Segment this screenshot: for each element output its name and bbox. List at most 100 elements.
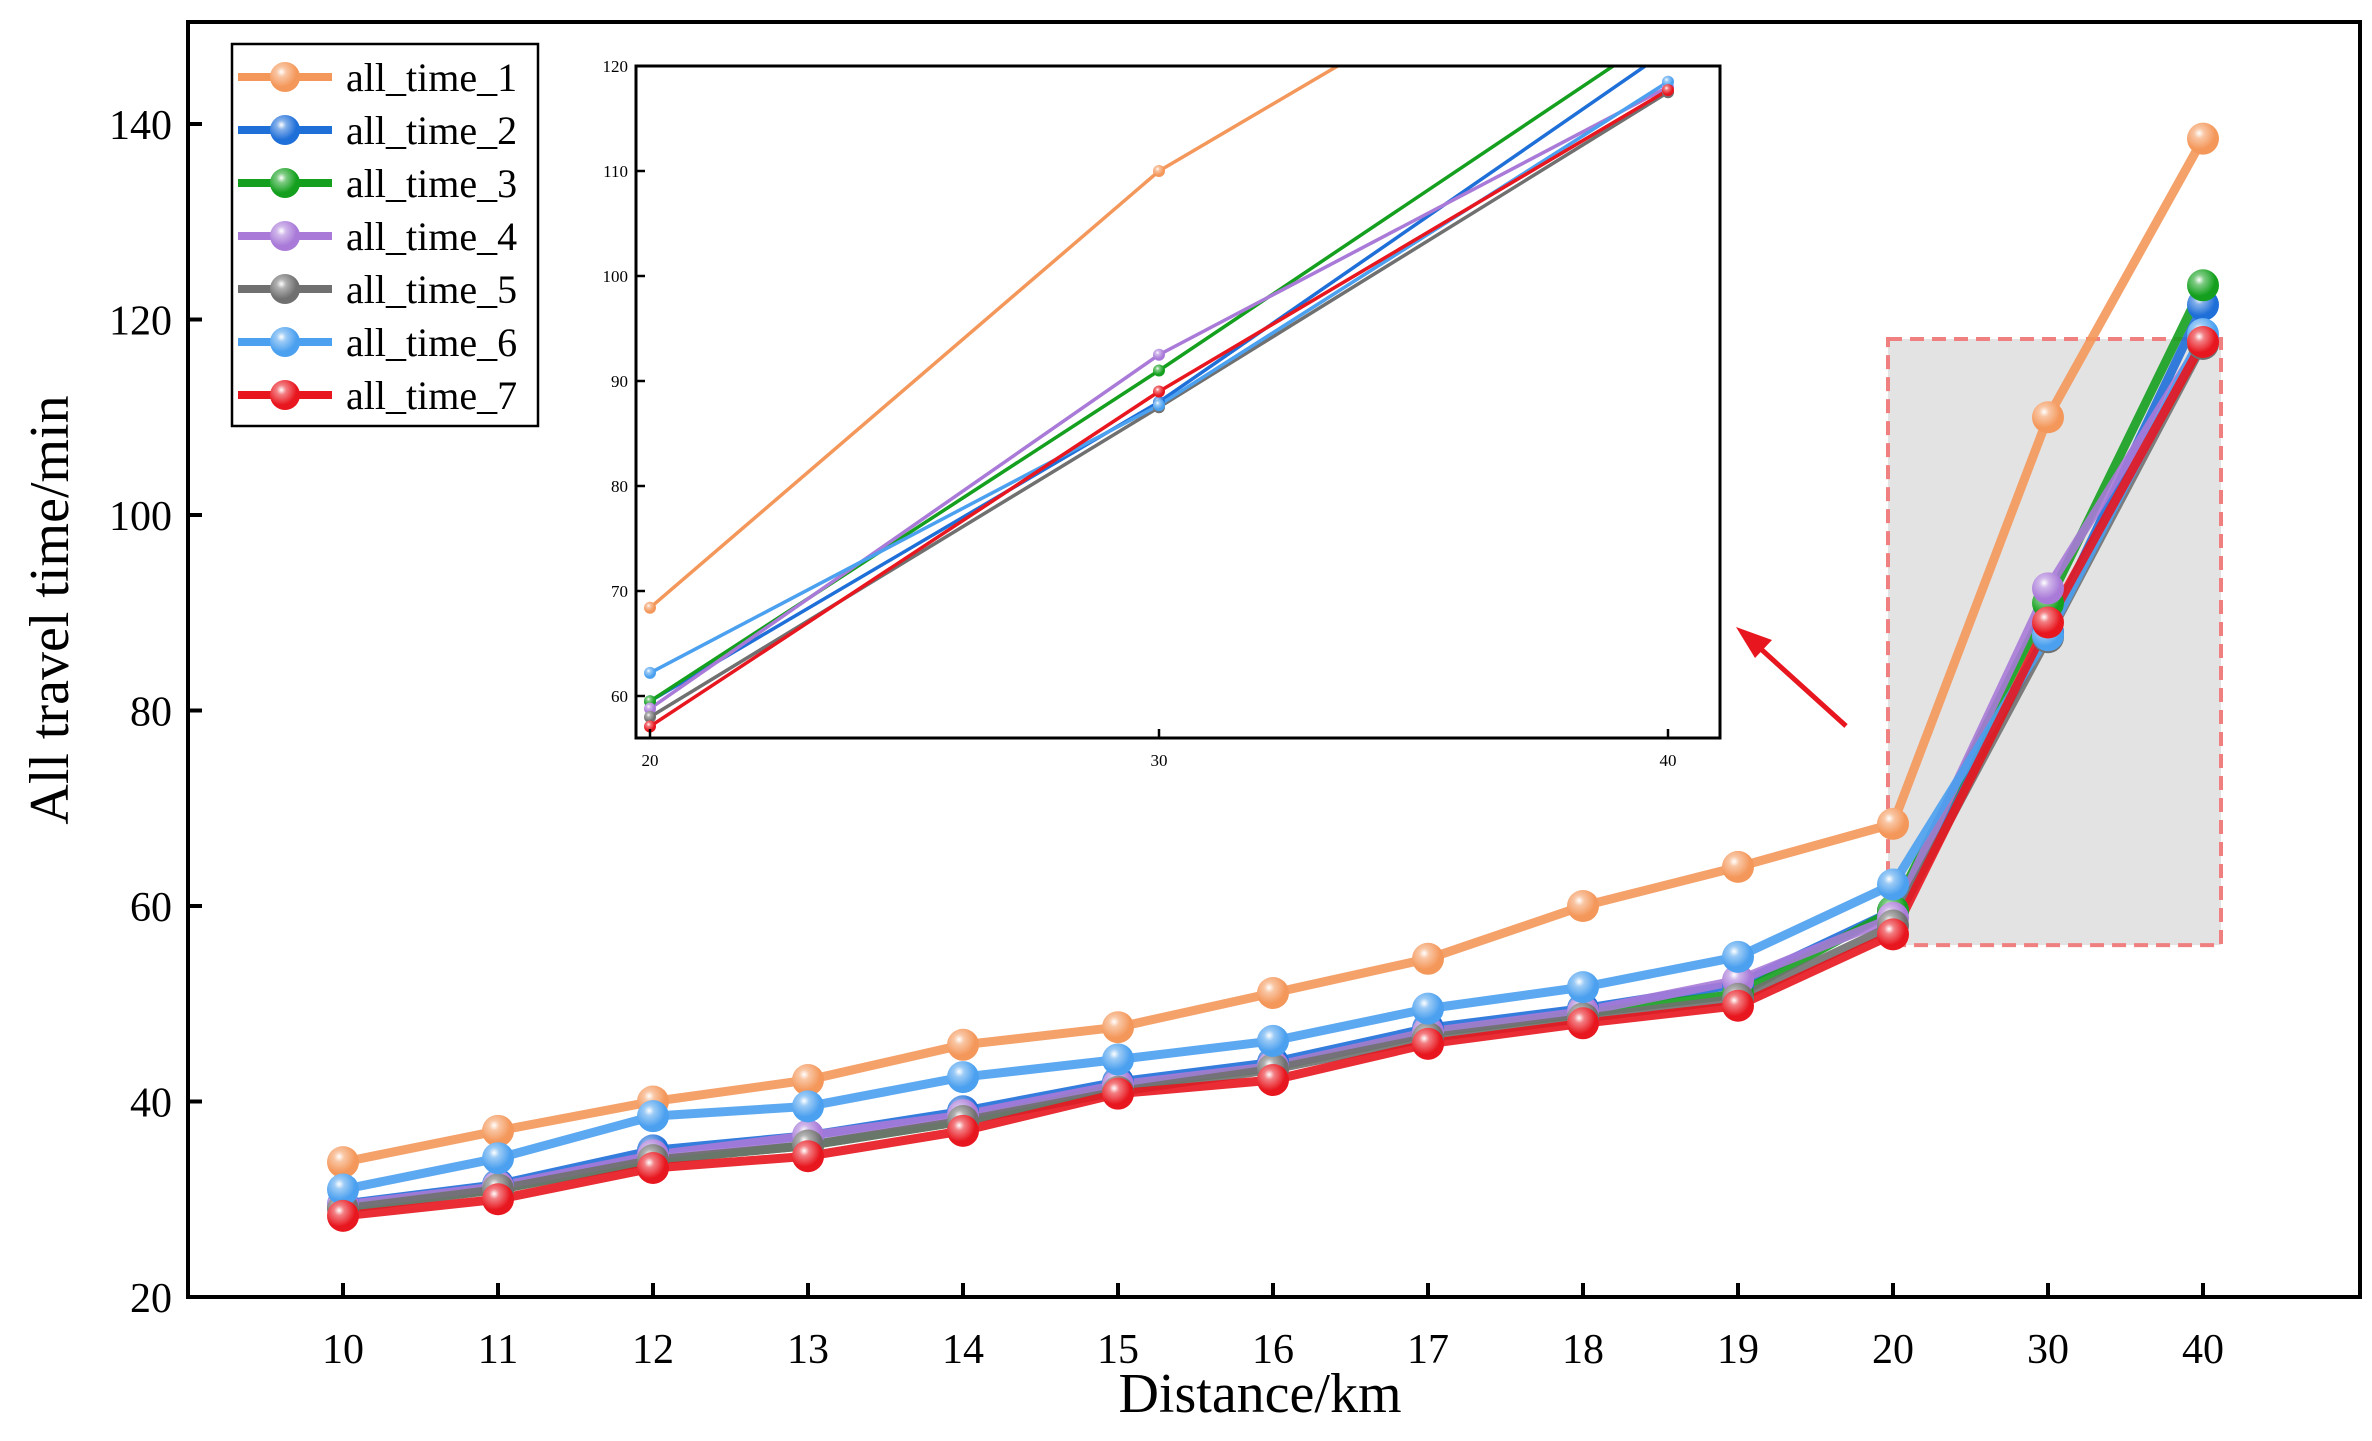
data-point-all_time_1-30 (2032, 401, 2064, 434)
zoom-arrow-shaft (1760, 648, 1848, 728)
inset-point-all_time_4-20 (644, 702, 656, 715)
data-point-all_time_6-10 (327, 1173, 359, 1206)
inset-background (636, 66, 1720, 738)
data-point-all_time_6-20 (1877, 868, 1909, 901)
data-point-all_time_7-40 (2187, 325, 2219, 358)
legend-label-all_time_3: all_time_3 (346, 161, 517, 206)
inset-plot-area: 60 70 80 90 100 110 120 20 30 40 (603, 23, 1848, 770)
inset-y-tick-label: 60 (611, 687, 628, 706)
data-point-all_time_6-15 (1102, 1043, 1134, 1076)
data-point-all_time_7-18 (1567, 1007, 1599, 1040)
x-tick-label: 16 (1252, 1327, 1294, 1373)
data-point-all_time_1-16 (1257, 976, 1289, 1009)
x-tick-label: 13 (787, 1327, 829, 1373)
inset-point-all_time_3-40 (1662, 23, 1674, 35)
inset-point-all_time_6-40 (1662, 75, 1674, 88)
data-point-all_time_6-18 (1567, 971, 1599, 1004)
data-point-all_time_1-10 (327, 1146, 359, 1179)
legend-label-all_time_2: all_time_2 (346, 108, 517, 153)
data-point-all_time_6-12 (637, 1100, 669, 1133)
x-tick-label: 40 (2182, 1327, 2224, 1373)
y-tick-label: 140 (109, 103, 172, 149)
y-tick-label: 120 (109, 299, 172, 345)
legend-marker-all_time_5 (270, 274, 300, 304)
legend-marker-all_time_2 (270, 115, 300, 145)
data-point-all_time_7-12 (637, 1151, 669, 1184)
data-point-all_time_7-20 (1877, 918, 1909, 951)
y-tick-label: 40 (130, 1081, 172, 1127)
x-tick-label: 14 (942, 1327, 984, 1373)
legend-marker-all_time_3 (270, 168, 300, 198)
data-point-all_time_1-20 (1877, 807, 1909, 840)
inset-y-tick-label: 70 (611, 582, 628, 601)
inset-point-all_time_7-20 (644, 720, 656, 733)
x-tick-label: 11 (478, 1327, 518, 1373)
inset-point-all_time_6-20 (644, 666, 656, 679)
data-point-all_time_6-17 (1412, 992, 1444, 1025)
inset-point-all_time_7-30 (1153, 385, 1165, 398)
inset-y-tick-label: 120 (603, 57, 629, 76)
legend-marker-all_time_1 (270, 62, 300, 92)
main-plot-area: 20 40 60 80 100 120 140 10 11 12 13 14 15 16 17 18 19 20 3… (109, 20, 2362, 1373)
inset-y-tick-label: 100 (603, 267, 629, 286)
inset-point-all_time_1-20 (644, 601, 656, 614)
legend-label-all_time_5: all_time_5 (346, 267, 517, 312)
legend-label-all_time_6: all_time_6 (346, 320, 517, 365)
inset-point-all_time_3-30 (1153, 364, 1165, 377)
inset-x-tick-label: 20 (642, 751, 659, 770)
data-point-all_time_1-19 (1722, 850, 1754, 883)
y-tick-label: 20 (130, 1276, 172, 1322)
inset-point-all_time_5-20 (644, 711, 656, 723)
y-axis-label: All travel time/min (19, 395, 81, 824)
data-point-all_time_1-40 (2187, 122, 2219, 155)
x-tick-label: 17 (1407, 1327, 1449, 1373)
legend-label-all_time_1: all_time_1 (346, 55, 517, 100)
inset-x-tick-label: 40 (1660, 751, 1677, 770)
y-tick-label: 100 (109, 494, 172, 540)
y-tick-label: 80 (130, 690, 172, 736)
zoom-arrow-head (1736, 627, 1772, 658)
data-point-all_time_7-30 (2032, 606, 2064, 639)
x-tick-label: 18 (1562, 1327, 1604, 1373)
legend-marker-all_time_6 (270, 327, 300, 357)
data-point-all_time_4-30 (2032, 572, 2064, 605)
inset-x-tick-label: 30 (1151, 751, 1168, 770)
x-tick-label: 20 (1872, 1327, 1914, 1373)
data-point-all_time_7-13 (792, 1140, 824, 1173)
data-point-all_time_1-11 (482, 1114, 514, 1147)
legend: all_time_1 all_time_2 all_time_3 all_time_4… (230, 42, 540, 428)
inset-point-all_time_2-40 (1662, 44, 1674, 56)
x-tick-label: 10 (322, 1327, 364, 1373)
inset-y-tick-label: 110 (603, 162, 628, 181)
data-point-all_time_7-15 (1102, 1077, 1134, 1110)
inset-point-all_time_1-30 (1153, 165, 1165, 177)
legend-marker-all_time_4 (270, 221, 300, 251)
data-point-all_time_7-17 (1412, 1027, 1444, 1060)
inset-y-tick-label: 80 (611, 477, 628, 496)
inset-point-all_time_4-30 (1153, 348, 1165, 361)
inset-y-tick-label: 90 (611, 372, 628, 391)
data-point-all_time_6-16 (1257, 1024, 1289, 1057)
x-tick-label: 30 (2027, 1327, 2069, 1373)
data-point-all_time_6-14 (947, 1061, 979, 1094)
inset-frame (634, 64, 1722, 740)
legend-label-all_time_4: all_time_4 (346, 214, 517, 259)
data-point-all_time_1-18 (1567, 890, 1599, 922)
data-point-all_time_1-13 (792, 1063, 824, 1096)
data-point-all_time_6-19 (1722, 940, 1754, 973)
inset-series-group (644, 23, 1674, 733)
y-tick-label: 60 (130, 885, 172, 931)
data-point-all_time_7-19 (1722, 989, 1754, 1022)
data-point-all_time_7-10 (327, 1199, 359, 1232)
data-point-all_time_1-15 (1102, 1011, 1134, 1044)
data-point-all_time_7-14 (947, 1114, 979, 1147)
legend-marker-all_time_7 (270, 380, 300, 410)
data-point-all_time_6-11 (482, 1142, 514, 1175)
inset-point-all_time_7-40 (1662, 84, 1674, 97)
data-point-all_time_1-14 (947, 1028, 979, 1061)
inset-point-all_time_6-30 (1153, 399, 1165, 412)
data-point-all_time_6-13 (792, 1090, 824, 1123)
data-point-all_time_7-16 (1257, 1063, 1289, 1096)
data-point-all_time_3-40 (2187, 269, 2219, 302)
